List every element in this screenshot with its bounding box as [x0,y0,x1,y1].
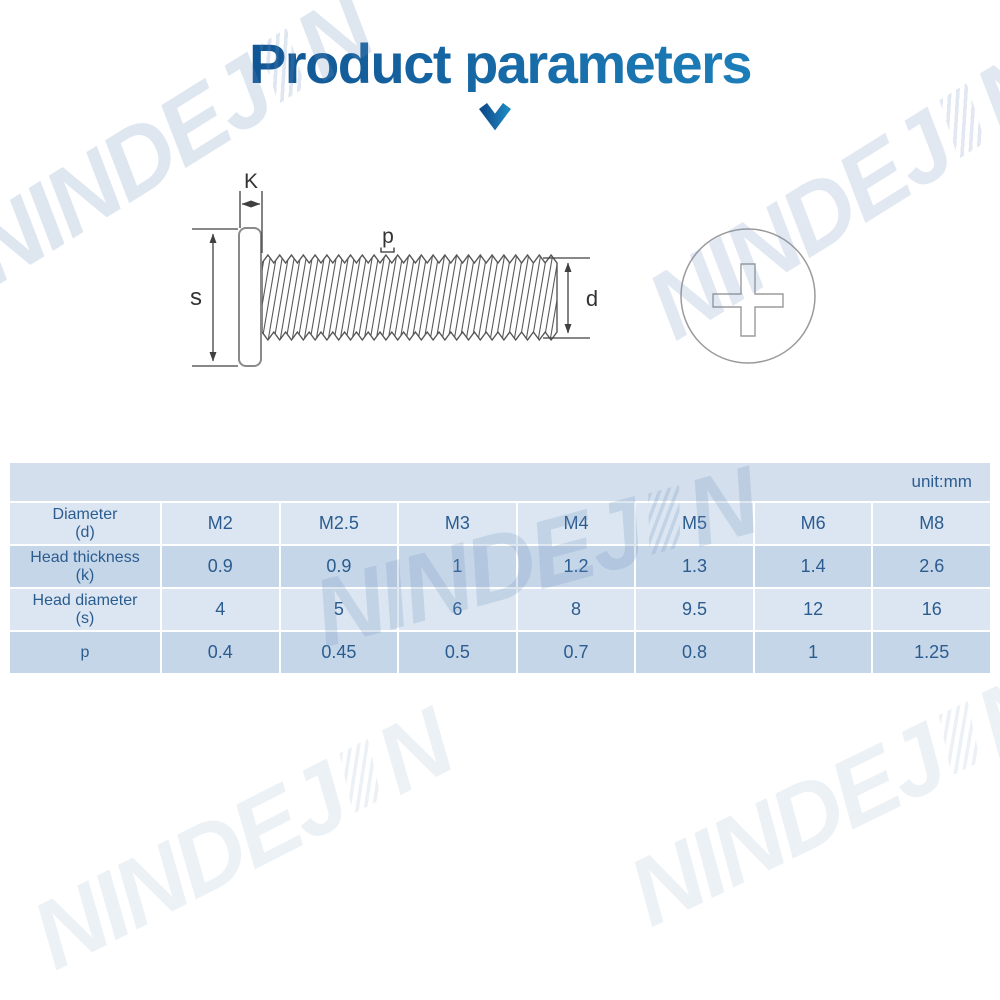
dimension-s: s [190,228,238,367]
screw-side-view: K s p d [190,170,598,367]
dimension-p: p [380,225,395,253]
value-cell: 0.9 [162,546,279,587]
value-cell: 2.6 [873,546,990,587]
dimension-k: K [239,170,263,253]
value-cell: 9.5 [636,589,753,630]
value-cell: 1.3 [636,546,753,587]
watermark-text: N [359,689,468,815]
dim-label-p: p [382,225,394,248]
value-cell: 0.7 [517,632,635,673]
value-cell: 5 [280,589,398,630]
value-cell: 4 [162,589,279,630]
dim-label-s: s [190,284,202,311]
phillips-cross-icon [712,263,784,337]
size-header-cell: M2 [162,503,279,544]
dim-label-k: K [244,170,258,193]
unit-label: unit:mm [10,463,990,501]
phillips-front-view [680,228,816,364]
page-title: Product parameters [0,36,1000,92]
brand-watermark: NINDEJ N [15,688,468,991]
screw-stripe-icon [938,701,981,776]
value-cell: 0.4 [162,632,279,673]
value-cell: 1.2 [517,546,635,587]
screw-stripe-icon [339,738,382,814]
value-cell: 1 [754,632,872,673]
size-header-cell: M5 [636,503,753,544]
dimension-d: d [543,257,598,339]
size-header-cell: M4 [517,503,635,544]
size-header-cell: M2.5 [280,503,398,544]
parameters-table: unit:mm Diameter (d) M2 M2.5 M3 M4 M5 M6… [10,463,990,673]
chevron-down-icon [479,103,511,131]
screw-thread-hatching [262,255,557,340]
screw-stripe-icon [939,83,986,160]
brand-watermark: NINDEJ N [613,651,1000,948]
value-cell: 1.4 [754,546,872,587]
row-label-pitch: p [10,632,160,673]
row-label-diameter: Diameter (d) [10,503,160,544]
watermark-text: NINDEJ [613,704,961,947]
size-header-cell: M8 [873,503,990,544]
value-cell: 0.45 [280,632,398,673]
watermark-text: NINDEJ [629,92,970,360]
value-cell: 0.9 [280,546,398,587]
size-header-cell: M6 [754,503,872,544]
row-label-head-diameter: Head diameter (s) [10,589,160,630]
value-cell: 12 [754,589,872,630]
value-cell: 0.5 [399,632,516,673]
row-label-head-thickness: Head thickness (k) [10,546,160,587]
value-cell: 8 [517,589,635,630]
value-cell: 1.25 [873,632,990,673]
screw-thread [261,253,558,342]
value-cell: 6 [399,589,516,630]
screw-head-circle [680,228,816,364]
dim-label-d: d [586,286,598,311]
value-cell: 1 [399,546,516,587]
screw-head-outline [238,227,262,367]
size-header-cell: M3 [399,503,516,544]
value-cell: 0.8 [636,632,753,673]
value-cell: 16 [873,589,990,630]
watermark-text: NINDEJ [15,742,363,990]
